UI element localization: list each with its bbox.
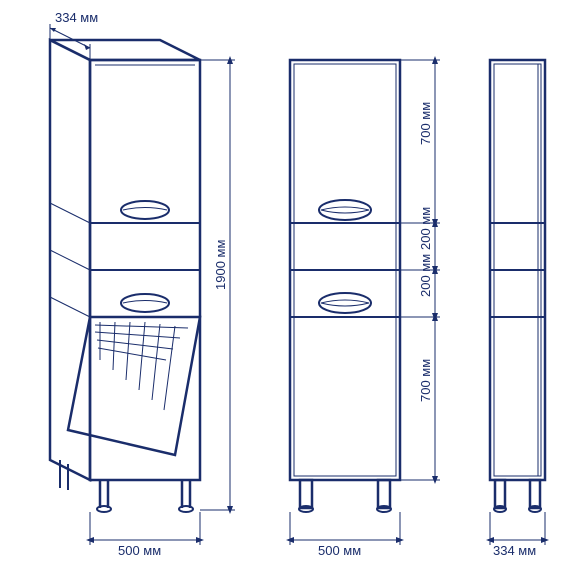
dim-side-width: 334 мм (493, 543, 536, 558)
iso-view: 334 мм 1900 мм 500 мм (50, 10, 235, 558)
dim-seg-bottom: 700 мм (418, 359, 433, 402)
side-view: 334 мм (490, 60, 545, 558)
dim-front-width: 500 мм (318, 543, 361, 558)
dim-width-iso: 500 мм (118, 543, 161, 558)
dim-total-height: 1900 мм (213, 240, 228, 290)
dim-depth-top: 334 мм (55, 10, 98, 25)
front-view: 700 мм 200 мм 200 мм 700 мм 500 мм (290, 60, 440, 558)
dim-seg-mid2: 200 мм (418, 254, 433, 297)
dim-seg-mid1: 200 мм (418, 207, 433, 250)
technical-drawing: 334 мм 1900 мм 500 мм 700 мм 200 мм 200 … (0, 0, 580, 580)
dim-seg-top: 700 мм (418, 102, 433, 145)
